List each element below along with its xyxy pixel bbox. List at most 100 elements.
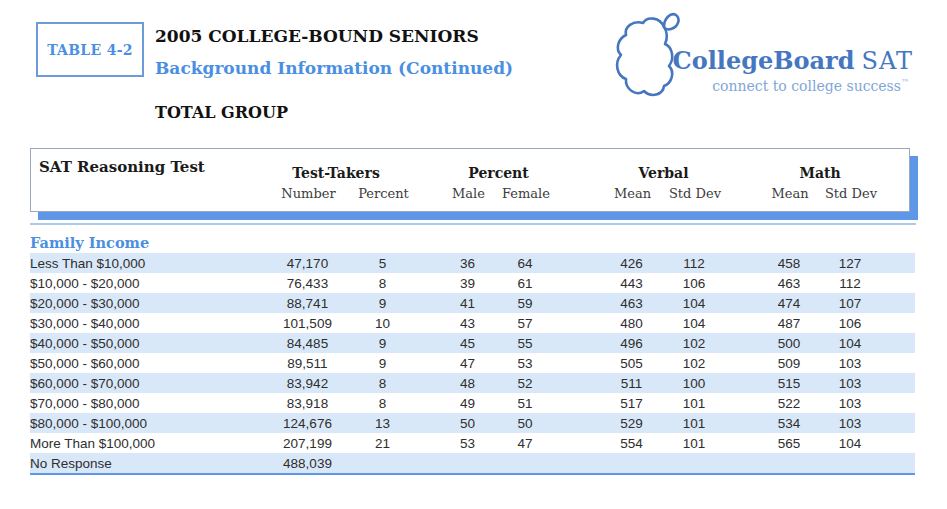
colheader-math-sd: Std Dev: [821, 186, 881, 205]
trademark-symbol: ™: [901, 78, 909, 87]
cell-math-sd: 106: [820, 316, 880, 331]
cell-female: 55: [495, 336, 555, 351]
cell-male: 45: [440, 336, 495, 351]
cell-percent: 9: [355, 336, 410, 351]
logo-brand-text: CollegeBoard: [673, 46, 855, 75]
cell-income-label: $60,000 - $70,000: [30, 376, 260, 391]
cell-female: 52: [495, 376, 555, 391]
table-number-label: TABLE 4-2: [47, 42, 133, 58]
cell-number: 101,509: [260, 316, 355, 331]
cell-verbal-mean: 443: [600, 276, 663, 291]
colgroup-percent: Percent: [441, 165, 556, 181]
table-row: $40,000 - $50,000 84,485 9 45 55 496 102…: [30, 333, 915, 353]
colheader-female: Female: [496, 186, 556, 205]
cell-income-label: $70,000 - $80,000: [30, 396, 260, 411]
cell-math-sd: 103: [820, 416, 880, 431]
cell-percent: 8: [355, 276, 410, 291]
colgroup-math: Math: [759, 165, 881, 181]
cell-verbal-sd: 104: [663, 296, 725, 311]
cell-male: 53: [440, 436, 495, 451]
cell-male: 41: [440, 296, 495, 311]
cell-math-sd: 103: [820, 376, 880, 391]
cell-math-sd: 103: [820, 396, 880, 411]
cell-income-label: More Than $100,000: [30, 436, 260, 451]
cell-math-sd: 127: [820, 256, 880, 271]
cell-verbal-sd: 101: [663, 396, 725, 411]
cell-male: 39: [440, 276, 495, 291]
cell-number: 83,942: [260, 376, 355, 391]
cell-verbal-sd: 102: [663, 356, 725, 371]
cell-math-mean: 522: [758, 396, 820, 411]
cell-math-sd: 112: [820, 276, 880, 291]
cell-verbal-sd: 101: [663, 436, 725, 451]
cell-percent: 9: [355, 356, 410, 371]
cell-male: 48: [440, 376, 495, 391]
cell-math-mean: 509: [758, 356, 820, 371]
logo-product-text: SAT: [862, 47, 913, 75]
colheader-math-mean: Mean: [759, 186, 821, 205]
cell-number: 207,199: [260, 436, 355, 451]
header-divider-rule: [30, 223, 916, 225]
cell-math-mean: 458: [758, 256, 820, 271]
section-header-family-income: Family Income: [30, 234, 915, 253]
cell-math-mean: 463: [758, 276, 820, 291]
cell-verbal-mean: 480: [600, 316, 663, 331]
cell-math-mean: 565: [758, 436, 820, 451]
cell-verbal-mean: 463: [600, 296, 663, 311]
cell-number: 88,741: [260, 296, 355, 311]
cell-math-mean: 474: [758, 296, 820, 311]
cell-math-mean: 500: [758, 336, 820, 351]
colheader-percent: Percent: [356, 186, 411, 205]
colgroup-verbal: Verbal: [601, 165, 726, 181]
table-row: $60,000 - $70,000 83,942 8 48 52 511 100…: [30, 373, 915, 393]
sat-reasoning-table: SAT Reasoning Test Test-Takers Percent V…: [30, 148, 920, 212]
cell-female: 50: [495, 416, 555, 431]
cell-female: 47: [495, 436, 555, 451]
cell-income-label: $80,000 - $100,000: [30, 416, 260, 431]
cell-income-label: $30,000 - $40,000: [30, 316, 260, 331]
cell-female: 53: [495, 356, 555, 371]
table-row: $30,000 - $40,000 101,509 10 43 57 480 1…: [30, 313, 915, 333]
colheader-number: Number: [261, 186, 356, 205]
report-subtitle: Background Information (Continued): [155, 58, 513, 78]
table-row: $50,000 - $60,000 89,511 9 47 53 505 102…: [30, 353, 915, 373]
cell-math-sd: 104: [820, 436, 880, 451]
logo-tagline: connect to college success™: [712, 78, 909, 94]
cell-verbal-sd: 100: [663, 376, 725, 391]
table-rows-container: Less Than $10,000 47,170 5 36 64 426 112…: [30, 253, 915, 475]
logo-tagline-text: connect to college success: [712, 78, 901, 94]
cell-percent: 13: [355, 416, 410, 431]
cell-female: 59: [495, 296, 555, 311]
cell-verbal-sd: 106: [663, 276, 725, 291]
cell-male: 47: [440, 356, 495, 371]
cell-math-mean: 534: [758, 416, 820, 431]
cell-female: 61: [495, 276, 555, 291]
table-body: Family Income Less Than $10,000 47,170 5…: [30, 234, 915, 475]
cell-income-label: $10,000 - $20,000: [30, 276, 260, 291]
cell-income-label: $50,000 - $60,000: [30, 356, 260, 371]
cell-math-sd: 104: [820, 336, 880, 351]
table-corner-label: SAT Reasoning Test: [31, 149, 261, 181]
table-row: No Response 488,039: [30, 453, 915, 473]
logo-wordmark: CollegeBoardSAT: [673, 46, 913, 75]
report-title: 2005 COLLEGE-BOUND SENIORS: [155, 26, 479, 46]
cell-female: 57: [495, 316, 555, 331]
collegeboard-logo: CollegeBoardSAT connect to college succe…: [617, 6, 917, 106]
cell-verbal-sd: 112: [663, 256, 725, 271]
colheader-verbal-mean: Mean: [601, 186, 664, 205]
table-row: $20,000 - $30,000 88,741 9 41 59 463 104…: [30, 293, 915, 313]
table-row: Less Than $10,000 47,170 5 36 64 426 112…: [30, 253, 915, 273]
cell-verbal-sd: 104: [663, 316, 725, 331]
cell-female: 51: [495, 396, 555, 411]
table-row: $80,000 - $100,000 124,676 13 50 50 529 …: [30, 413, 915, 433]
cell-male: 43: [440, 316, 495, 331]
cell-number: 47,170: [260, 256, 355, 271]
cell-number: 76,433: [260, 276, 355, 291]
cell-percent: 9: [355, 296, 410, 311]
cell-number: 89,511: [260, 356, 355, 371]
cell-percent: 10: [355, 316, 410, 331]
cell-income-label: Less Than $10,000: [30, 256, 260, 271]
cell-number: 83,918: [260, 396, 355, 411]
cell-verbal-mean: 554: [600, 436, 663, 451]
cell-percent: 21: [355, 436, 410, 451]
